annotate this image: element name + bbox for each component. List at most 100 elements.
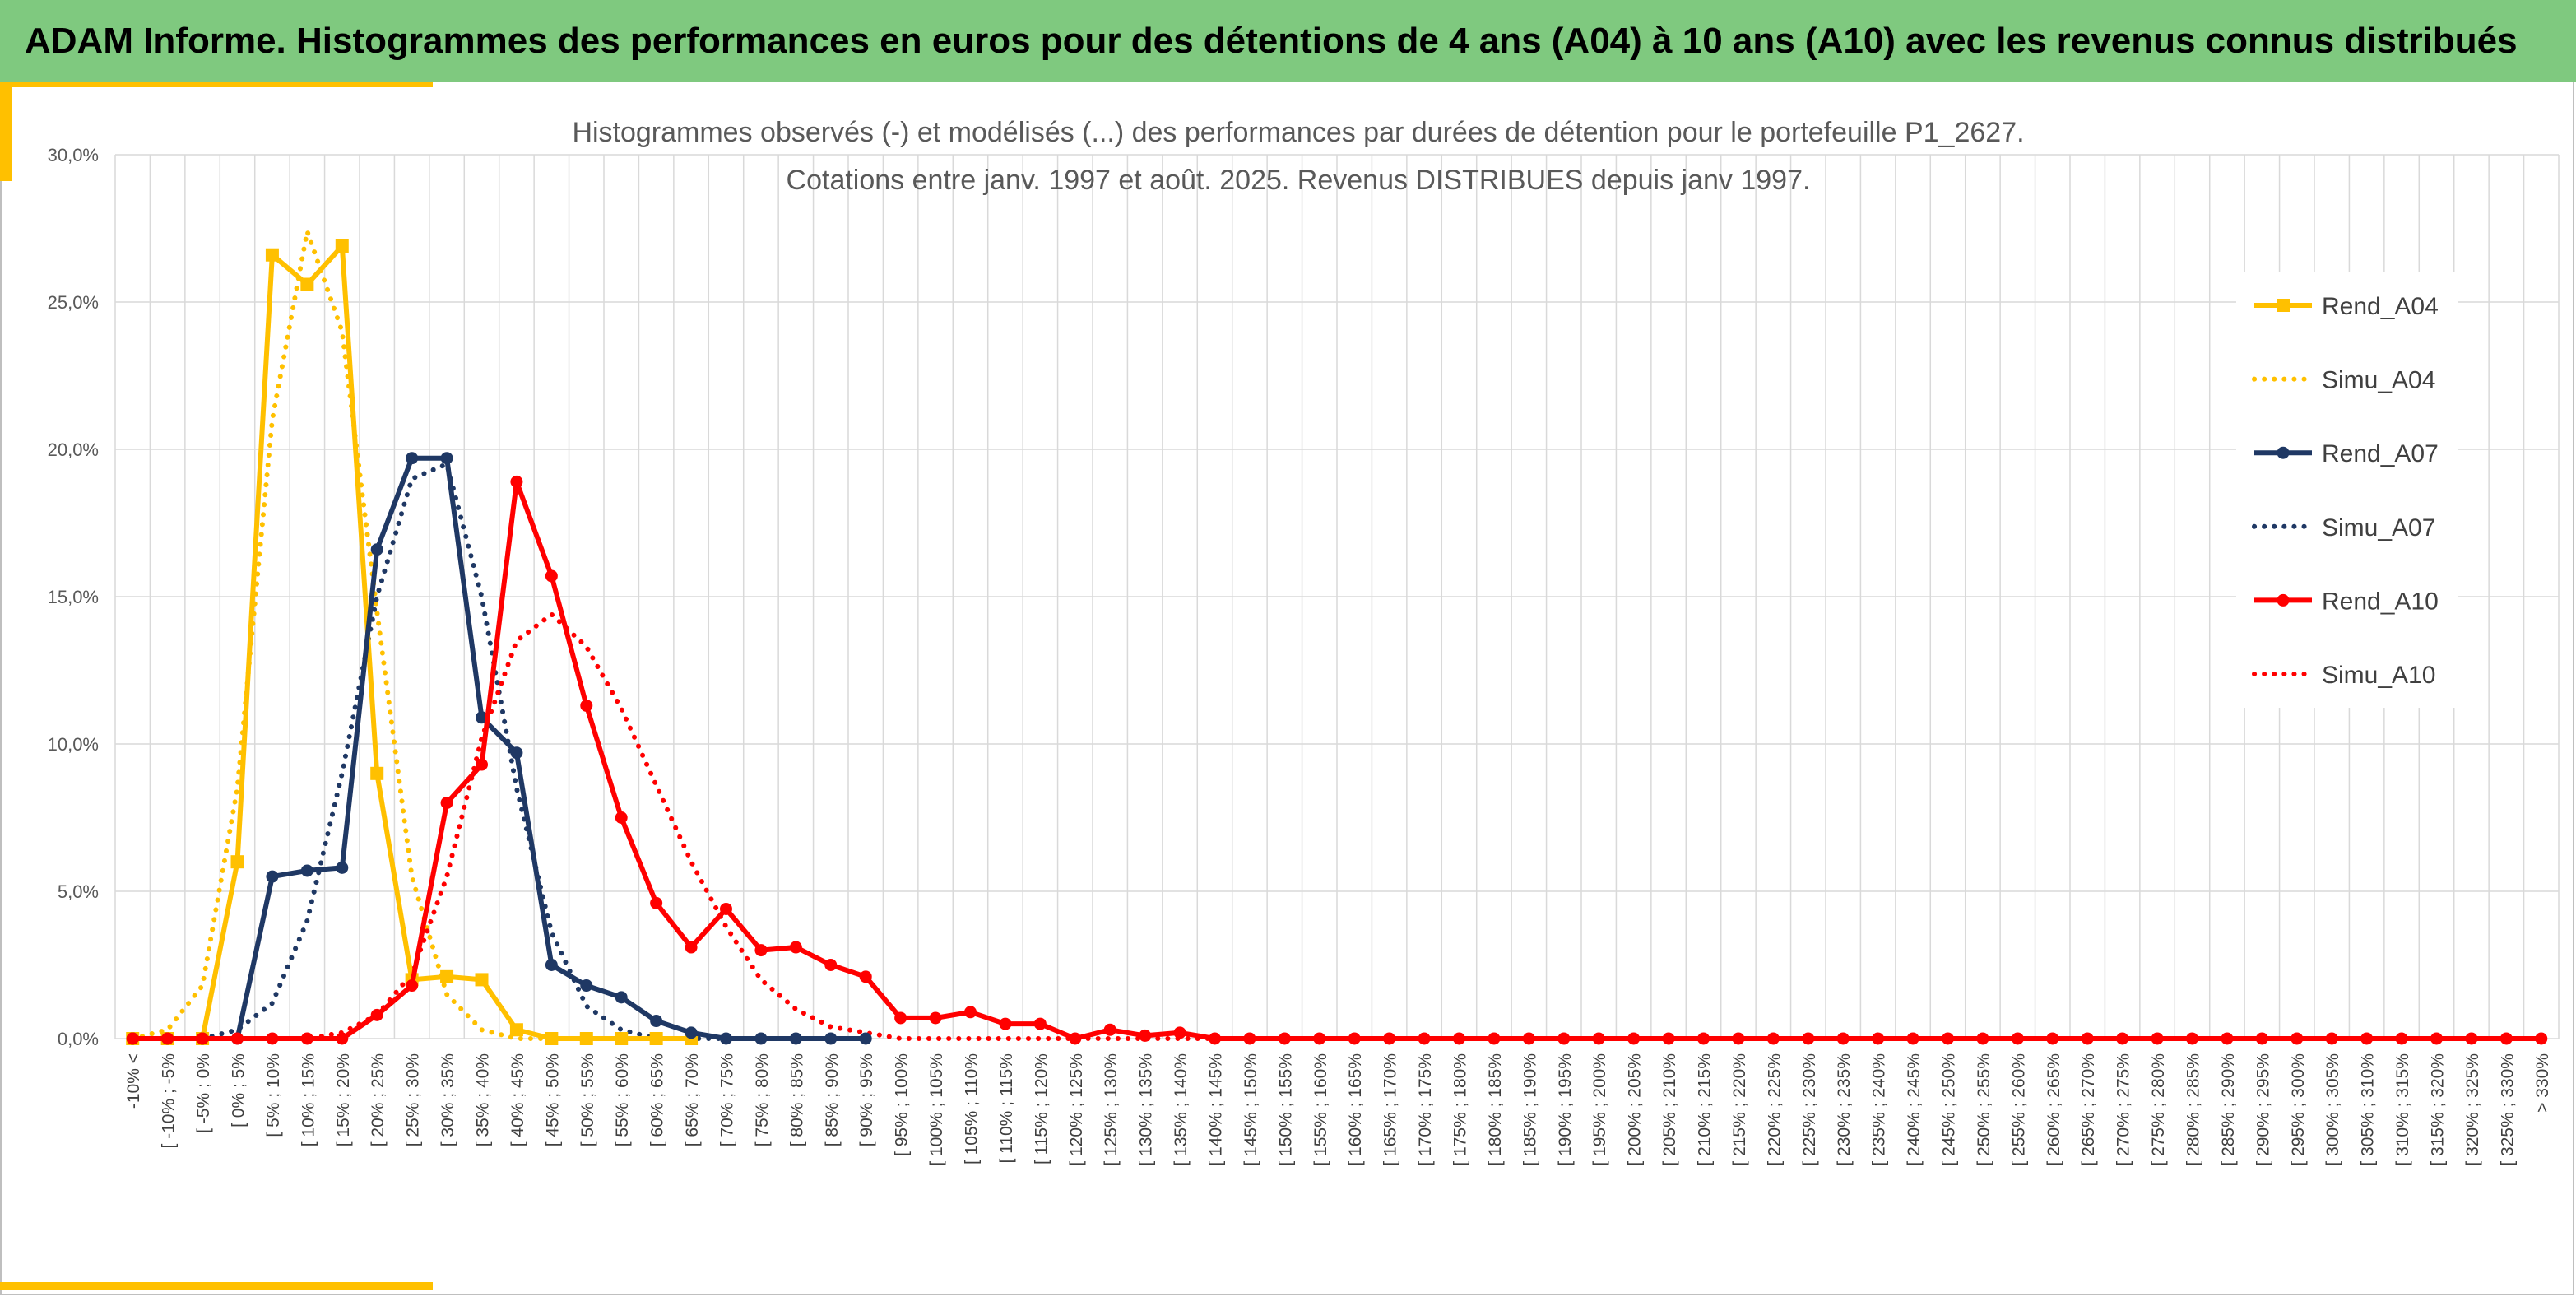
x-tick-label: [ 275% ; 280% (2149, 1053, 2168, 1166)
legend-label-rend-a04: Rend_A04 (2322, 293, 2439, 320)
x-tick-label: [ 320% ; 325% (2463, 1053, 2482, 1166)
legend-label-rend-a10: Rend_A10 (2322, 588, 2439, 615)
point-rend-a10 (894, 1011, 907, 1025)
point-rend-a10 (2081, 1032, 2094, 1045)
point-rend-a10 (685, 941, 698, 954)
point-rend-a10 (2291, 1032, 2304, 1045)
y-axis-ticks: 0,0% 5,0% 10,0% 15,0% 20,0% 25,0% 30,0% (48, 145, 99, 1049)
x-tick-label: [ 255% ; 260% (2009, 1053, 2028, 1166)
point-rend-a10 (336, 1032, 349, 1045)
point-rend-a07 (859, 1032, 872, 1045)
x-tick-label: [ 325% ; 330% (2498, 1053, 2517, 1166)
point-rend-a10 (789, 941, 802, 954)
point-rend-a10 (231, 1032, 244, 1045)
point-rend-a10 (476, 758, 488, 771)
point-rend-a04 (265, 248, 279, 262)
x-tick-label: -10% < (124, 1053, 143, 1109)
point-rend-a10 (650, 896, 663, 909)
x-tick-label: [ 130% ; 135% (1137, 1053, 1156, 1166)
point-rend-a10 (1453, 1032, 1465, 1045)
x-tick-label: [ 305% ; 310% (2359, 1053, 2378, 1166)
y-tick-label: 20,0% (48, 439, 99, 460)
point-rend-a10 (1906, 1032, 1919, 1045)
x-tick-label: [ 70% ; 75% (718, 1053, 737, 1146)
point-rend-a10 (580, 699, 593, 712)
x-tick-label: [ 290% ; 295% (2253, 1053, 2272, 1166)
x-tick-label: [ 125% ; 130% (1102, 1053, 1121, 1166)
point-rend-a10 (859, 970, 872, 983)
x-tick-label: [ 115% ; 120% (1032, 1053, 1051, 1165)
point-rend-a10 (510, 475, 523, 488)
x-tick-label: [ 280% ; 285% (2184, 1053, 2203, 1166)
x-tick-label: [ 30% ; 35% (439, 1053, 457, 1146)
legend-marker-rend-a04 (2277, 299, 2290, 312)
page-frame (0, 82, 2574, 1295)
x-tick-label: [ 95% ; 100% (893, 1053, 912, 1156)
point-rend-a04 (335, 239, 349, 253)
point-rend-a04 (230, 855, 244, 869)
point-rend-a10 (824, 959, 838, 971)
x-tick-label: [ 50% ; 55% (578, 1053, 597, 1146)
point-rend-a10 (929, 1011, 942, 1025)
point-rend-a10 (1383, 1032, 1396, 1045)
point-rend-a10 (545, 569, 558, 583)
point-rend-a10 (1942, 1032, 1954, 1045)
y-tick-label: 10,0% (48, 734, 99, 755)
point-rend-a04 (579, 1032, 593, 1045)
point-rend-a10 (1766, 1032, 1780, 1045)
point-rend-a04 (509, 1023, 523, 1037)
x-tick-label: [ 80% ; 85% (787, 1053, 806, 1146)
accent-bar-top (0, 82, 433, 87)
point-rend-a04 (475, 973, 489, 987)
point-rend-a10 (1348, 1032, 1361, 1045)
x-tick-label: [ 90% ; 95% (857, 1053, 876, 1146)
point-rend-a07 (824, 1032, 838, 1045)
point-rend-a10 (1209, 1032, 1221, 1045)
series-layer (126, 229, 2548, 1045)
x-tick-label: [ 260% ; 265% (2045, 1053, 2063, 1166)
point-rend-a10 (266, 1032, 279, 1045)
accent-bar-left (0, 82, 12, 181)
point-rend-a10 (1662, 1032, 1675, 1045)
x-tick-label: [ 145% ; 150% (1242, 1053, 1260, 1166)
point-rend-a10 (440, 797, 453, 810)
x-tick-label: [ 165% ; 170% (1381, 1053, 1400, 1166)
point-rend-a10 (999, 1017, 1012, 1030)
x-tick-label: [ 230% ; 235% (1835, 1053, 1854, 1166)
x-tick-label: [ 140% ; 145% (1207, 1053, 1226, 1166)
point-rend-a07 (406, 452, 419, 465)
point-rend-a10 (2011, 1032, 2024, 1045)
point-rend-a10 (1033, 1017, 1047, 1030)
x-tick-label: [ 185% ; 190% (1520, 1053, 1539, 1166)
point-rend-a10 (1488, 1032, 1501, 1045)
x-tick-label: [ 225% ; 230% (1800, 1053, 1819, 1166)
legend-marker-rend-a10 (2277, 593, 2290, 607)
point-rend-a10 (1418, 1032, 1431, 1045)
x-tick-label: [ 10% ; 15% (299, 1053, 318, 1146)
legend-label-simu-a04: Simu_A04 (2322, 367, 2435, 394)
point-rend-a10 (1627, 1032, 1641, 1045)
point-rend-a10 (2221, 1032, 2234, 1045)
x-tick-label: [ 85% ; 90% (823, 1053, 842, 1146)
point-rend-a10 (196, 1032, 209, 1045)
point-rend-a04 (300, 277, 314, 291)
point-rend-a10 (1522, 1032, 1535, 1045)
x-tick-label: [ 235% ; 240% (1870, 1053, 1889, 1166)
series-line-rend-a07 (132, 455, 866, 1041)
legend-label-simu-a10: Simu_A10 (2322, 662, 2435, 689)
point-rend-a10 (1557, 1032, 1571, 1045)
x-tick-label: [ 180% ; 185% (1486, 1053, 1505, 1166)
point-rend-a10 (754, 944, 768, 957)
y-tick-label: 25,0% (48, 292, 99, 313)
point-rend-a10 (161, 1032, 174, 1045)
point-rend-a07 (545, 959, 558, 971)
x-tick-label: [ 265% ; 270% (2079, 1053, 2098, 1166)
x-tick-label: [ 220% ; 225% (1765, 1053, 1784, 1166)
x-tick-label: > 330% (2533, 1053, 2552, 1113)
point-rend-a10 (300, 1032, 313, 1045)
x-tick-label: [ 170% ; 175% (1416, 1053, 1435, 1166)
point-rend-a10 (2395, 1032, 2408, 1045)
point-rend-a10 (1592, 1032, 1605, 1045)
point-rend-a10 (1872, 1032, 1885, 1045)
